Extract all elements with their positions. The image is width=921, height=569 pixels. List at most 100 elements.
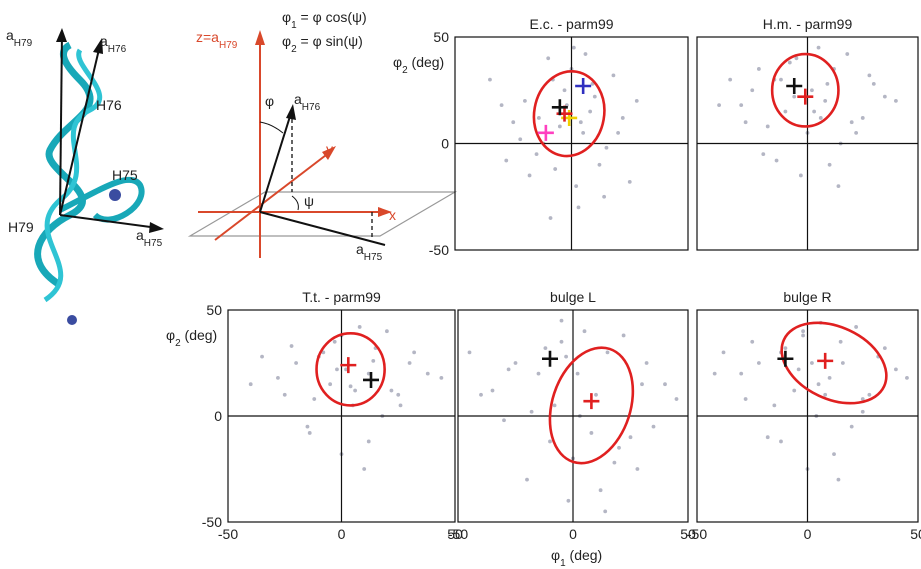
point bbox=[772, 403, 777, 408]
panel: H.m. - parm99 bbox=[696, 16, 919, 251]
point bbox=[366, 439, 371, 444]
point bbox=[739, 103, 744, 108]
arrowhead bbox=[149, 222, 164, 233]
cross-marker bbox=[583, 393, 600, 410]
point bbox=[557, 124, 562, 129]
ribbon bbox=[43, 48, 103, 303]
point bbox=[621, 333, 626, 338]
angle-arc bbox=[259, 121, 284, 134]
label: aH79 bbox=[6, 27, 33, 49]
x-tick-label: 50 bbox=[680, 526, 696, 542]
vector bbox=[59, 214, 159, 229]
point bbox=[366, 371, 371, 376]
text-part: H75 bbox=[112, 167, 138, 183]
point bbox=[353, 388, 358, 393]
ellipse bbox=[780, 321, 888, 405]
point bbox=[894, 367, 898, 372]
point bbox=[743, 120, 748, 125]
point bbox=[761, 152, 766, 157]
point bbox=[765, 124, 770, 129]
point bbox=[389, 388, 394, 393]
text-part: = φ cos(ψ) bbox=[297, 9, 367, 25]
point bbox=[739, 371, 744, 376]
cross-marker bbox=[340, 357, 357, 374]
cross-marker bbox=[777, 350, 794, 367]
ellipse bbox=[315, 332, 386, 407]
panel: E.c. - parm99 -50 0 50 φ2 (deg) bbox=[393, 16, 689, 258]
point bbox=[543, 346, 548, 351]
point bbox=[810, 88, 814, 93]
point bbox=[867, 392, 872, 397]
point bbox=[335, 367, 339, 372]
point bbox=[598, 488, 603, 493]
point bbox=[812, 109, 817, 114]
point bbox=[525, 477, 529, 482]
point bbox=[838, 339, 843, 344]
point bbox=[536, 371, 541, 376]
y-axis-label: φ2 (deg) bbox=[393, 54, 444, 76]
point bbox=[635, 467, 640, 471]
arrowhead bbox=[93, 38, 103, 54]
point bbox=[534, 152, 539, 157]
point bbox=[412, 350, 417, 355]
point bbox=[357, 325, 362, 329]
point bbox=[712, 371, 717, 376]
point bbox=[765, 435, 770, 440]
point bbox=[529, 409, 534, 414]
point bbox=[590, 81, 595, 86]
point bbox=[248, 382, 253, 387]
ellipse bbox=[548, 346, 635, 465]
point bbox=[499, 103, 504, 108]
point bbox=[794, 56, 799, 61]
y-axis-label: φ2 (deg) bbox=[166, 327, 217, 349]
arrowhead bbox=[378, 207, 392, 217]
atom bbox=[67, 315, 77, 325]
subscript: H79 bbox=[14, 38, 33, 49]
point bbox=[307, 431, 312, 435]
point bbox=[801, 329, 805, 334]
label: φ bbox=[265, 93, 274, 109]
point bbox=[836, 184, 841, 189]
point bbox=[721, 350, 726, 355]
y-tick-label: 50 bbox=[433, 29, 449, 45]
point bbox=[289, 344, 294, 348]
subscript: 2 bbox=[291, 44, 297, 55]
point bbox=[651, 424, 656, 429]
text-part: φ bbox=[265, 93, 274, 109]
x-tick-label: 0 bbox=[338, 526, 346, 542]
cross-marker bbox=[575, 77, 592, 94]
text-part: a bbox=[294, 91, 302, 107]
point bbox=[756, 67, 761, 71]
point bbox=[602, 194, 607, 199]
point bbox=[810, 361, 814, 365]
label: y bbox=[326, 141, 333, 157]
panel: bulge L -50 0 50 φ1 (deg) bbox=[448, 289, 696, 569]
point bbox=[612, 460, 617, 465]
label: H76 bbox=[96, 97, 122, 113]
text-part: a bbox=[136, 227, 144, 243]
point bbox=[407, 361, 412, 365]
point bbox=[640, 382, 644, 387]
point bbox=[860, 116, 865, 120]
text-part: a bbox=[100, 33, 108, 49]
point bbox=[490, 388, 495, 393]
text-part: φ bbox=[551, 547, 560, 563]
point bbox=[385, 329, 389, 334]
point bbox=[348, 384, 353, 389]
panel-title: H.m. - parm99 bbox=[763, 16, 853, 32]
y-tick-label: 0 bbox=[441, 136, 449, 152]
subscript: 1 bbox=[560, 558, 566, 569]
label: H79 bbox=[8, 219, 34, 235]
point bbox=[513, 361, 518, 365]
point bbox=[518, 137, 523, 142]
point bbox=[559, 339, 564, 344]
point bbox=[502, 418, 506, 423]
point bbox=[328, 382, 333, 387]
point bbox=[801, 333, 805, 338]
point bbox=[860, 397, 865, 401]
subscript: 1 bbox=[291, 20, 297, 31]
point bbox=[559, 318, 564, 323]
point bbox=[620, 116, 625, 120]
label: H75 bbox=[112, 167, 138, 183]
subscript: 2 bbox=[402, 65, 408, 76]
